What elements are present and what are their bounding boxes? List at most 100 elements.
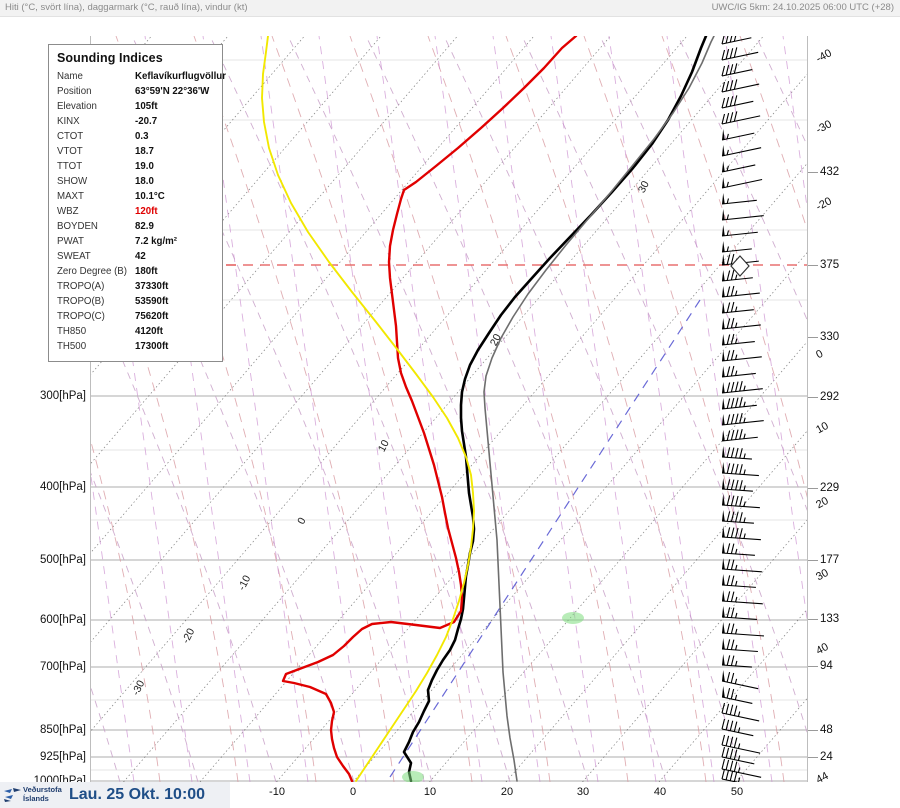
sounding-index-key: Position — [57, 86, 92, 97]
sounding-index-row: TTOT 19.0 — [57, 159, 215, 174]
sounding-index-row: TH500 17300ft — [57, 339, 215, 354]
sounding-index-value: 75620ft — [135, 311, 169, 322]
logo-line2: Íslands — [23, 794, 49, 803]
header-right-caption: UWC/IG 5km: 24.10.2025 06:00 UTC (+28) — [711, 2, 894, 13]
sounding-index-key: TROPO(C) — [57, 311, 105, 322]
right-isotherm-label: 0 — [814, 347, 826, 362]
sounding-index-value: Keflavíkurflugvöllur — [135, 71, 226, 82]
sounding-indices-rows: Name Keflavíkurflugvöllur Position 63°59'N … — [57, 69, 226, 354]
right-isotherm-label: 20 — [814, 494, 831, 512]
sounding-index-value: 63°59'N 22°36'W — [135, 86, 210, 97]
flight-level-label: 292 — [820, 391, 840, 403]
sounding-index-key: TROPO(A) — [57, 281, 105, 292]
pressure-label: 400[hPa] — [39, 481, 86, 493]
sounding-index-row: WBZ 120ft — [57, 204, 215, 219]
sounding-index-value: 10.1°C — [135, 191, 165, 202]
sounding-index-value: 7.2 kg/m² — [135, 236, 177, 247]
sounding-index-key: CTOT — [57, 131, 84, 142]
sounding-index-row: Elevation 105ft — [57, 99, 215, 114]
sounding-indices-title: Sounding Indices — [57, 51, 163, 65]
pressure-label: 500[hPa] — [39, 554, 86, 566]
right-isotherm-label: 10 — [814, 419, 831, 437]
sounding-index-row: PWAT 7.2 kg/m² — [57, 234, 215, 249]
logo-text: Veðurstofa Íslands — [23, 785, 62, 803]
dry-adiabat-line — [834, 36, 900, 782]
sounding-index-value: 18.0 — [135, 176, 154, 187]
flight-level-label: 48 — [820, 724, 833, 736]
sounding-index-key: WBZ — [57, 206, 79, 217]
sounding-index-value: 120ft — [135, 206, 158, 217]
weather-vane-icon — [4, 788, 21, 802]
sounding-index-key: VTOT — [57, 146, 83, 157]
mixing-ratio-line — [841, 36, 900, 782]
sounding-indices-panel: Sounding Indices Name Keflavíkurflugvöllu… — [48, 44, 226, 362]
sounding-index-key: Name — [57, 71, 83, 82]
flight-level-label: 24 — [820, 751, 833, 763]
sounding-index-value: 180ft — [135, 266, 158, 277]
flight-level-tick — [808, 757, 818, 758]
sounding-index-key: TH850 — [57, 326, 87, 337]
sounding-index-key: SHOW — [57, 176, 88, 187]
forecast-datestamp: Lau. 25 Okt. 10:00 — [69, 786, 206, 803]
temperature-tick-label: -10 — [269, 786, 285, 798]
right-isotherm-label: 30 — [814, 566, 831, 584]
header-left-caption: Hiti (°C, svört lína), daggarmark (°C, r… — [5, 2, 248, 13]
right-isotherm-label: -30 — [814, 118, 834, 137]
flight-level-label: 177 — [820, 554, 840, 566]
pressure-label: 850[hPa] — [39, 724, 86, 736]
right-isotherm-label: -20 — [814, 195, 834, 214]
sounding-index-value: 18.7 — [135, 146, 154, 157]
sounding-index-row: MAXT 10.1°C — [57, 189, 215, 204]
sounding-index-value: 42 — [135, 251, 146, 262]
plot-frame — [90, 36, 808, 782]
sounding-index-key: TH500 — [57, 341, 87, 352]
flight-level-tick — [808, 265, 818, 266]
footer-bar: Veðurstofa Íslands Lau. 25 Okt. 10:00 — [0, 782, 230, 808]
temperature-tick-label: 30 — [576, 786, 590, 798]
sounding-index-value: 4120ft — [135, 326, 164, 337]
sounding-index-value: 53590ft — [135, 296, 169, 307]
header-bar: Hiti (°C, svört lína), daggarmark (°C, r… — [0, 0, 900, 17]
sounding-index-value: 0.3 — [135, 131, 149, 142]
sounding-index-row: VTOT 18.7 — [57, 144, 215, 159]
temperature-tick-label: 0 — [349, 786, 357, 798]
sounding-index-value: -20.7 — [135, 116, 158, 127]
sounding-index-row: BOYDEN 82.9 — [57, 219, 215, 234]
sounding-index-key: Zero Degree (B) — [57, 266, 127, 277]
pressure-label: 925[hPa] — [39, 751, 86, 763]
sounding-index-key: MAXT — [57, 191, 84, 202]
sounding-index-row: TH850 4120ft — [57, 324, 215, 339]
sounding-index-row: Position 63°59'N 22°36'W — [57, 84, 215, 99]
sounding-index-row: Zero Degree (B) 180ft — [57, 264, 215, 279]
sounding-index-row: TROPO(C) 75620ft — [57, 309, 215, 324]
sounding-index-key: BOYDEN — [57, 221, 98, 232]
flight-level-tick — [808, 730, 818, 731]
sounding-index-value: 82.9 — [135, 221, 154, 232]
isotherm-line — [889, 36, 900, 782]
sounding-index-value: 105ft — [135, 101, 158, 112]
sounding-index-row: TROPO(A) 37330ft — [57, 279, 215, 294]
flight-level-label: 94 — [820, 660, 833, 672]
flight-level-tick — [808, 619, 818, 620]
sounding-index-value: 17300ft — [135, 341, 169, 352]
right-isotherm-label: 44 — [814, 769, 831, 787]
sounding-index-key: TROPO(B) — [57, 296, 105, 307]
sounding-index-key: TTOT — [57, 161, 83, 172]
vedurstofa-logo: Veðurstofa Íslands — [3, 783, 65, 807]
sounding-index-key: SWEAT — [57, 251, 91, 262]
flight-level-label: 133 — [820, 613, 840, 625]
pressure-label: 600[hPa] — [39, 614, 86, 626]
temperature-tick-label: 40 — [653, 786, 667, 798]
sounding-index-row: KINX -20.7 — [57, 114, 215, 129]
flight-level-tick — [808, 488, 818, 489]
flight-level-tick — [808, 560, 818, 561]
sounding-index-key: KINX — [57, 116, 80, 127]
pressure-label: 700[hPa] — [39, 661, 86, 673]
logo-line1: Veðurstofa — [23, 785, 62, 794]
temperature-tick-label: 20 — [500, 786, 514, 798]
flight-level-tick — [808, 397, 818, 398]
sounding-index-key: PWAT — [57, 236, 84, 247]
sounding-index-value: 19.0 — [135, 161, 154, 172]
flight-level-label: 330 — [820, 331, 840, 343]
